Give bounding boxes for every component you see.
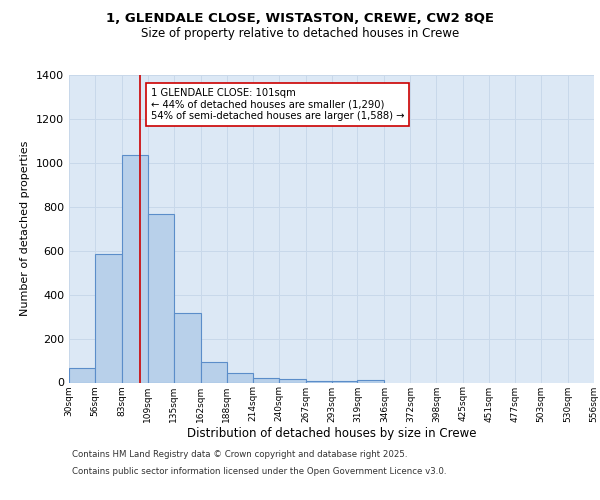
Bar bbox=[201, 362, 227, 382]
Text: 1, GLENDALE CLOSE, WISTASTON, CREWE, CW2 8QE: 1, GLENDALE CLOSE, WISTASTON, CREWE, CW2… bbox=[106, 12, 494, 26]
Bar bbox=[174, 314, 201, 382]
Bar bbox=[305, 380, 331, 382]
Bar bbox=[95, 254, 122, 382]
Text: 1 GLENDALE CLOSE: 101sqm
← 44% of detached houses are smaller (1,290)
54% of sem: 1 GLENDALE CLOSE: 101sqm ← 44% of detach… bbox=[151, 88, 404, 122]
Bar bbox=[69, 368, 95, 382]
Text: Contains public sector information licensed under the Open Government Licence v3: Contains public sector information licen… bbox=[72, 468, 446, 476]
Text: Size of property relative to detached houses in Crewe: Size of property relative to detached ho… bbox=[141, 28, 459, 40]
Bar bbox=[278, 379, 305, 382]
Y-axis label: Number of detached properties: Number of detached properties bbox=[20, 141, 31, 316]
Bar bbox=[227, 372, 253, 382]
Text: Contains HM Land Registry data © Crown copyright and database right 2025.: Contains HM Land Registry data © Crown c… bbox=[72, 450, 407, 459]
X-axis label: Distribution of detached houses by size in Crewe: Distribution of detached houses by size … bbox=[187, 427, 476, 440]
Bar bbox=[358, 380, 385, 382]
Bar bbox=[122, 155, 148, 382]
Bar bbox=[148, 214, 174, 382]
Bar bbox=[253, 378, 278, 382]
